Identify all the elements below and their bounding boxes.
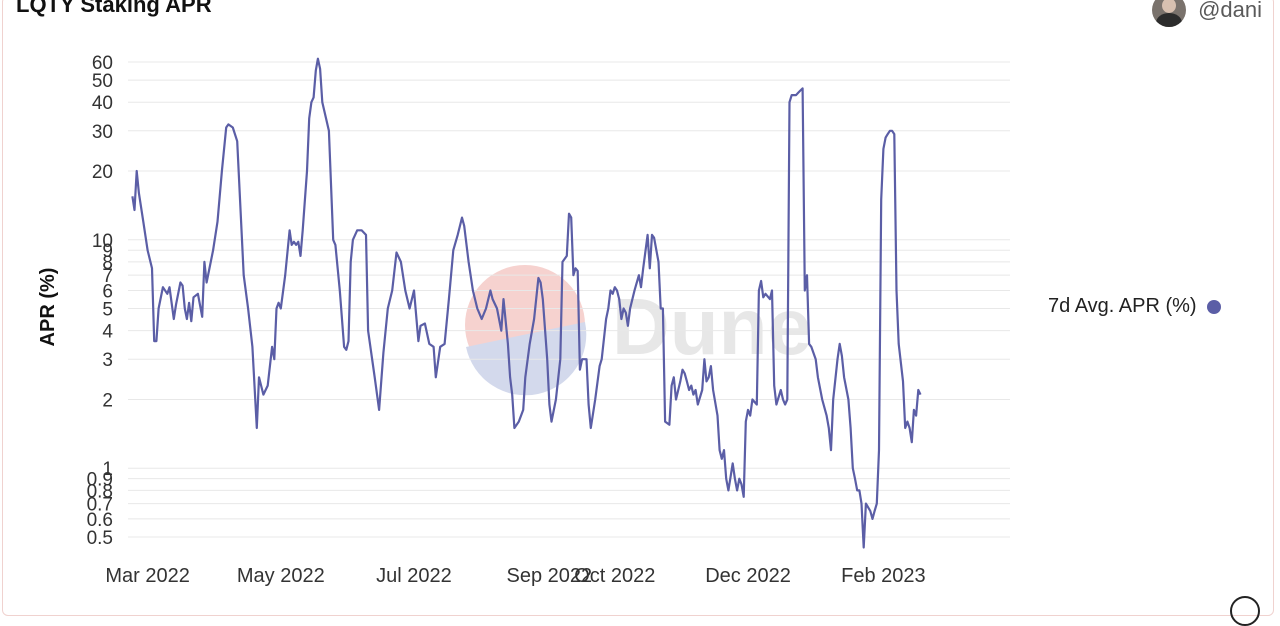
series-group <box>131 57 922 549</box>
x-tick-label: Jul 2022 <box>376 565 452 587</box>
legend-label: 7d Avg. APR (%) <box>1048 295 1197 317</box>
series-line <box>131 57 922 549</box>
x-tick-label: Dec 2022 <box>705 565 791 587</box>
y-tick-label: 0.5 <box>87 528 113 549</box>
y-tick-label: 1 <box>102 459 113 480</box>
y-tick-label: 0.6 <box>87 510 113 531</box>
x-tick-label: May 2022 <box>237 565 325 587</box>
y-tick-label: 4 <box>102 322 113 343</box>
check-circle-icon[interactable] <box>1230 596 1260 626</box>
y-tick-label: 0.9 <box>87 470 113 491</box>
watermark-logo-bottom <box>466 322 587 396</box>
y-tick-label: 40 <box>92 93 113 114</box>
x-tick-label: Sep 2022 <box>507 565 593 587</box>
y-tick-label: 6 <box>102 281 113 302</box>
user-avatar[interactable] <box>1152 0 1187 27</box>
watermark-text: Dune <box>612 282 812 371</box>
y-tick-label: 10 <box>92 231 113 252</box>
y-tick-label: 9 <box>102 241 113 262</box>
y-tick-label: 5 <box>102 300 113 321</box>
x-tick-label: Mar 2022 <box>105 565 190 587</box>
username[interactable]: @dani <box>1198 0 1262 22</box>
y-tick-label: 7 <box>102 266 113 287</box>
y-tick-label: 0.8 <box>87 481 113 502</box>
x-tick-label: Oct 2022 <box>574 565 655 587</box>
y-tick-label: 60 <box>92 53 113 74</box>
y-axis-label: APR (%) <box>37 268 59 347</box>
y-tick-label: 30 <box>92 122 113 143</box>
user-badge[interactable]: @dani <box>1152 0 1262 27</box>
legend-dot-icon <box>1206 299 1221 314</box>
y-tick-label: 2 <box>102 390 113 411</box>
dune-watermark: Dune <box>465 265 812 396</box>
y-tick-label: 3 <box>102 350 113 371</box>
x-tick-label: Feb 2023 <box>841 565 926 587</box>
legend[interactable]: 7d Avg. APR (%) <box>1048 295 1221 318</box>
chart-title: LQTY Staking APR <box>16 0 212 17</box>
y-tick-label: 20 <box>92 162 113 183</box>
y-tick-label: 50 <box>92 71 113 92</box>
y-tick-label: 8 <box>102 253 113 274</box>
y-tick-label: 0.7 <box>87 495 113 516</box>
